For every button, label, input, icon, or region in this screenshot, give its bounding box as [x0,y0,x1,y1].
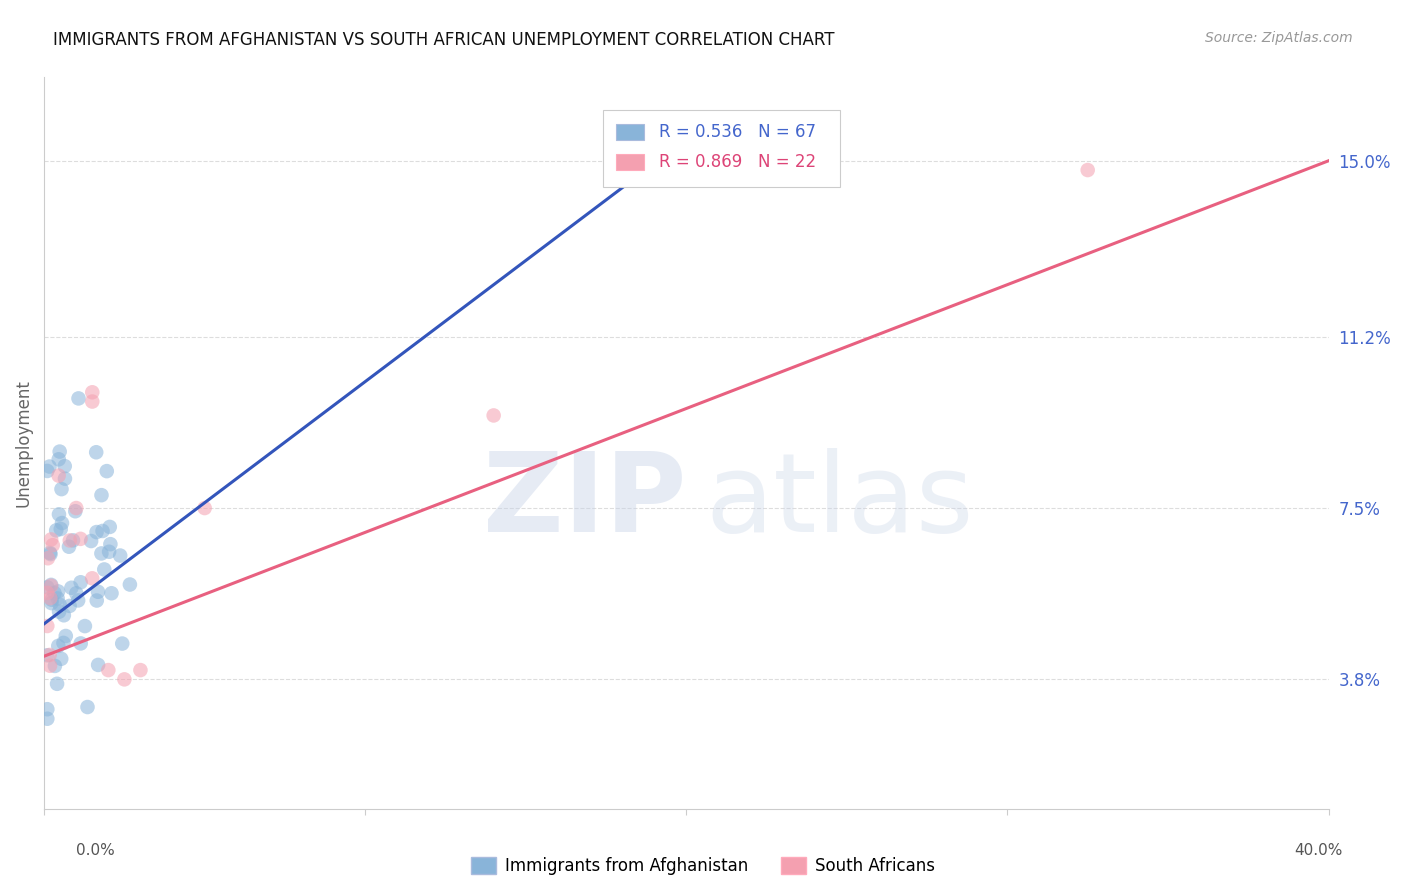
Point [38,648,60,662]
Point [100,537,122,551]
FancyBboxPatch shape [603,111,841,187]
FancyBboxPatch shape [616,153,644,169]
Point [39,579,62,593]
Point [49,522,72,536]
Point [86,593,108,607]
Point [48,444,70,458]
Point [46,591,69,606]
Point [90,546,112,560]
Point [53,459,76,474]
Point [98,520,121,534]
Point [46,639,69,653]
Point [91,524,114,538]
Point [643,163,665,178]
Point [67,593,90,607]
Point [39,658,62,673]
Point [51,482,73,496]
Text: atlas: atlas [706,449,974,555]
Point [87,584,110,599]
Text: R = 0.536   N = 67: R = 0.536 N = 67 [659,123,817,141]
Point [53,472,76,486]
Point [48,508,70,522]
Point [37,586,59,600]
FancyBboxPatch shape [616,124,644,140]
Point [48,468,70,483]
Point [37,712,59,726]
Point [73,619,96,633]
Point [62,533,84,548]
Point [39,546,62,560]
Point [82,394,104,409]
Point [38,459,60,474]
Point [48,452,70,467]
Point [48,605,70,619]
Point [108,549,131,563]
Point [58,540,80,554]
Point [111,636,134,650]
Point [48,598,70,612]
Point [69,532,91,546]
Point [44,659,66,673]
Point [80,534,103,549]
Point [39,578,62,592]
Point [52,636,75,650]
Text: R = 0.869   N = 22: R = 0.869 N = 22 [659,153,817,170]
Point [45,524,67,538]
Point [482,409,505,423]
Point [52,608,75,623]
Text: 0.0%: 0.0% [76,843,115,858]
Point [44,586,66,600]
Point [67,392,90,406]
Point [65,586,87,600]
Text: ZIP: ZIP [482,449,686,555]
Point [93,562,115,576]
Point [86,525,108,540]
Point [98,545,121,559]
Point [37,580,59,594]
Point [118,577,141,591]
Point [69,636,91,650]
Point [87,657,110,672]
Point [100,586,122,600]
Point [194,501,217,516]
Point [69,575,91,590]
Point [59,599,82,613]
Point [41,592,63,607]
Point [46,584,69,599]
Point [65,504,87,518]
Point [1077,163,1099,178]
Point [82,571,104,585]
Point [96,464,118,478]
Point [37,702,59,716]
Point [51,516,73,530]
Point [129,663,152,677]
Point [39,591,62,605]
Text: IMMIGRANTS FROM AFGHANISTAN VS SOUTH AFRICAN UNEMPLOYMENT CORRELATION CHART: IMMIGRANTS FROM AFGHANISTAN VS SOUTH AFR… [53,31,835,49]
Point [42,538,65,552]
Point [59,533,82,548]
Point [112,673,135,687]
Point [46,677,69,691]
Point [37,648,59,663]
Point [97,663,120,677]
Point [41,596,63,610]
Point [37,551,59,566]
Point [55,629,77,643]
Point [82,385,104,400]
Point [39,547,62,561]
Text: 40.0%: 40.0% [1295,843,1343,858]
Point [90,488,112,502]
Point [60,581,83,595]
Point [39,533,62,547]
Point [76,700,98,714]
Point [65,501,87,516]
Text: Source: ZipAtlas.com: Source: ZipAtlas.com [1205,31,1353,45]
Legend: Immigrants from Afghanistan, South Africans: Immigrants from Afghanistan, South Afric… [471,856,935,875]
Point [51,652,73,666]
Point [37,619,59,633]
Point [37,464,59,478]
Point [84,445,107,459]
Y-axis label: Unemployment: Unemployment [15,379,32,508]
